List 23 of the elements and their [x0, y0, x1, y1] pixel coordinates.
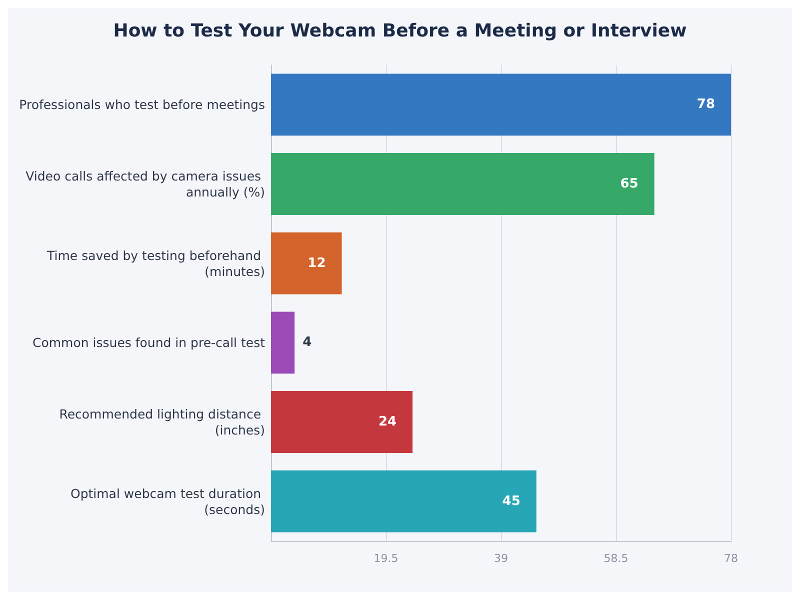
bar	[271, 312, 295, 374]
x-tick-label: 19.5	[374, 552, 398, 565]
data-label: 12	[308, 256, 326, 271]
bar	[271, 74, 731, 136]
y-tick-label: Video calls affected by camera issues annually (%)	[26, 168, 265, 200]
bar	[271, 153, 654, 215]
y-tick-label: Professionals who test before meetings	[19, 97, 265, 112]
data-label: 24	[378, 414, 397, 430]
data-label: 78	[696, 97, 715, 112]
data-label: 4	[302, 335, 312, 350]
bar	[271, 391, 413, 453]
bar	[271, 470, 536, 532]
x-tick-label: 39	[494, 552, 508, 565]
data-label: 45	[502, 494, 520, 509]
chart-title: How to Test Your Webcam Before a Meeting or Interview	[113, 20, 687, 42]
y-tick-label: Common issues found in pre-call test	[32, 335, 266, 350]
data-label: 65	[620, 176, 638, 192]
y-tick-label: Optimal webcam test duration (seconds)	[70, 486, 265, 517]
x-tick-label: 58.5	[604, 552, 628, 565]
y-tick-label: Time saved by testing beforehand (minutes)	[46, 248, 265, 279]
y-tick-label: Recommended lighting distance (inches)	[59, 406, 265, 438]
x-tick-label: 78	[724, 552, 738, 565]
bar	[271, 232, 342, 294]
